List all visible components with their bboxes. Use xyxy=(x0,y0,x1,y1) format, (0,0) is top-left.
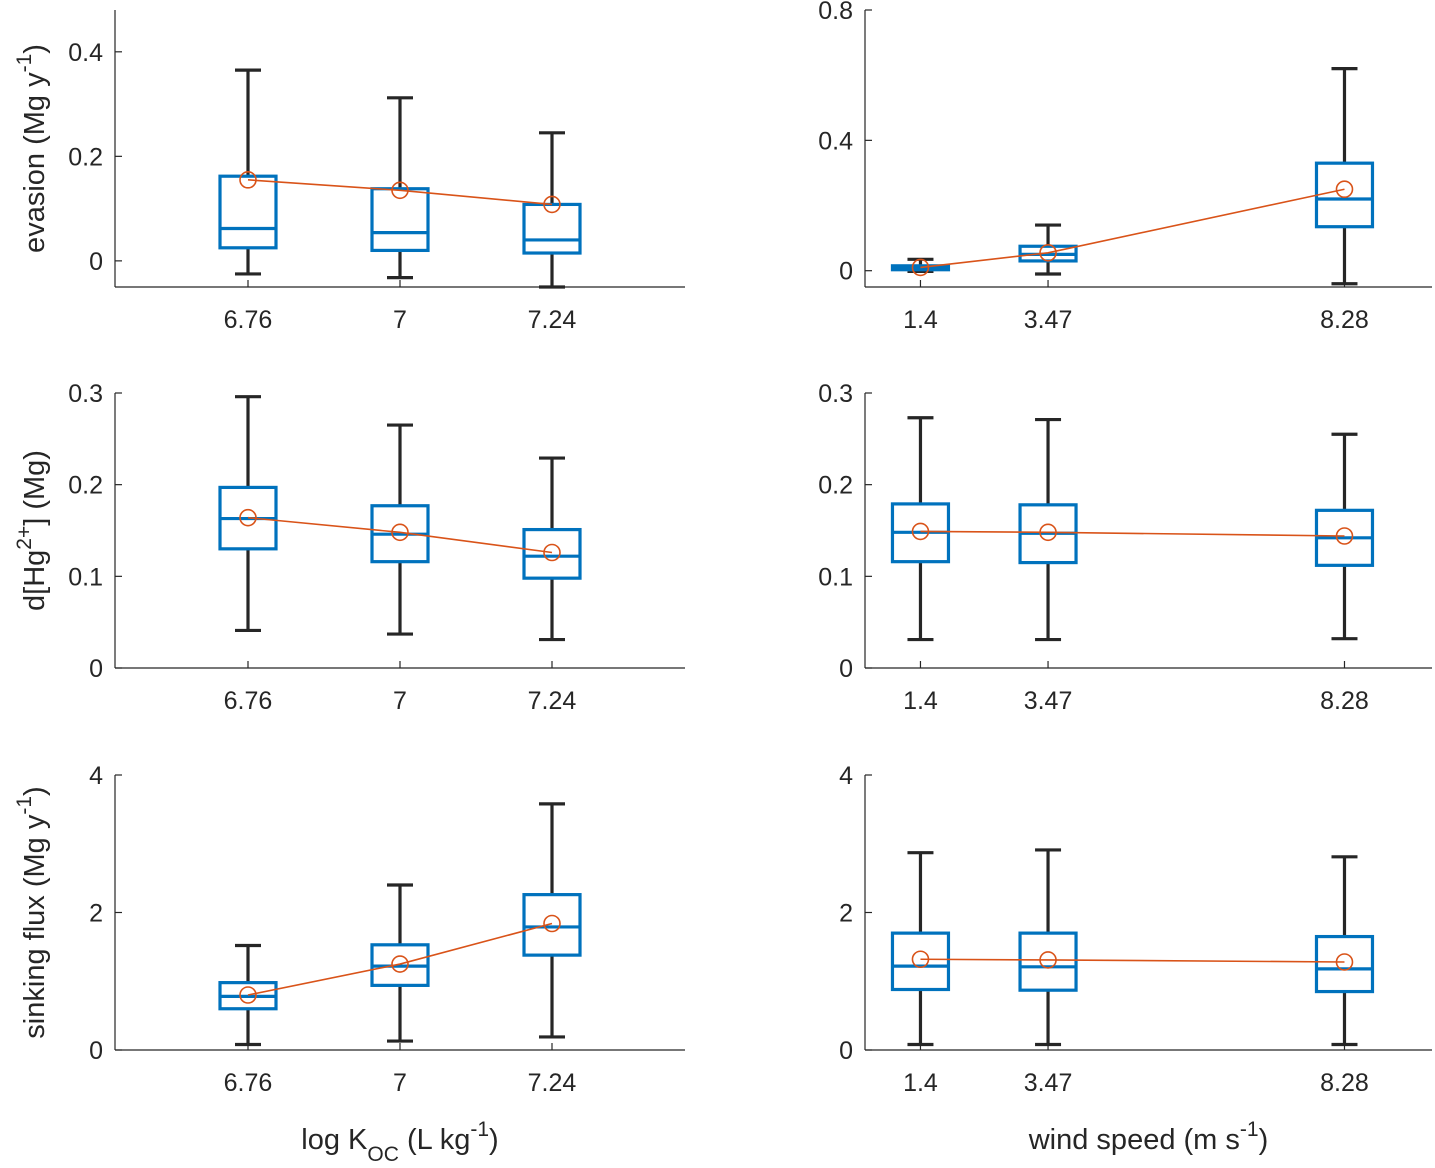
panel-evasion-koc: 0 0.2 0.4 6.76 7 7.24 evasion (Mg y-1) xyxy=(13,10,685,334)
iqr-box xyxy=(522,893,582,957)
box-7.24 xyxy=(522,456,582,642)
mean-line xyxy=(247,179,553,206)
mean-marker xyxy=(911,950,930,969)
box-7 xyxy=(370,96,430,280)
mean-marker xyxy=(391,523,409,542)
x-tick-label: 7 xyxy=(393,306,407,334)
y-tick-label: 0.2 xyxy=(818,472,853,500)
y-tick-label: 0.4 xyxy=(818,127,853,155)
x-axis-label: log KOC (L kg-1) xyxy=(301,1118,498,1166)
iqr-box xyxy=(1018,931,1078,992)
x-tick-label: 6.76 xyxy=(224,306,273,334)
mean-line xyxy=(247,922,553,996)
x-tick-label: 3.47 xyxy=(1024,1069,1073,1097)
x-tick-label: 3.47 xyxy=(1024,687,1073,715)
mean-marker xyxy=(543,195,561,214)
y-tick-label: 0.1 xyxy=(818,563,853,591)
mean-line xyxy=(920,188,1345,269)
y-tick-label: 4 xyxy=(89,762,103,790)
panel-dhg-wind: 0 0.1 0.2 0.3 1.4 3.47 8.28 xyxy=(818,380,1432,715)
y-tick-label: 2 xyxy=(839,900,853,928)
x-tick-label: 7 xyxy=(393,687,407,715)
x-tick-label: 3.47 xyxy=(1024,306,1073,334)
x-tick-label: 8.28 xyxy=(1320,306,1369,334)
y-tick-label: 0 xyxy=(839,655,853,683)
x-tick-label: 7.24 xyxy=(528,1069,577,1097)
x-axis-label: wind speed (m s-1) xyxy=(1028,1118,1269,1156)
box-3.47 xyxy=(1018,417,1078,642)
x-tick-label: 7.24 xyxy=(528,306,577,334)
box-1.4 xyxy=(890,416,951,642)
box-8.28 xyxy=(1314,432,1375,641)
y-axis-label: evasion (Mg y-1) xyxy=(13,44,51,253)
x-tick-label: 6.76 xyxy=(224,687,273,715)
y-tick-label: 0 xyxy=(89,248,103,276)
iqr-box xyxy=(1314,161,1375,229)
box-1.4 xyxy=(890,851,951,1047)
mean-marker xyxy=(1039,243,1057,262)
y-axis-label: sinking flux (Mg y-1) xyxy=(13,786,51,1038)
y-tick-label: 0.2 xyxy=(68,143,103,171)
x-tick-label: 1.4 xyxy=(903,1069,938,1097)
panel-sinking-koc: 0 2 4 6.76 7 7.24 sinking flux (Mg y-1) log KOC… xyxy=(13,762,685,1166)
mean-marker xyxy=(543,914,561,933)
panel-sinking-wind: 0 2 4 1.4 3.47 8.28 wind speed (m s-1) xyxy=(839,762,1432,1156)
box-8.28 xyxy=(1314,67,1375,286)
y-tick-label: 0 xyxy=(89,655,103,683)
y-tick-label: 0.8 xyxy=(818,0,853,25)
y-tick-label: 0.1 xyxy=(68,563,103,591)
mean-marker xyxy=(911,258,930,277)
y-tick-label: 0.3 xyxy=(68,380,103,408)
x-tick-label: 1.4 xyxy=(903,306,938,334)
y-tick-label: 0.3 xyxy=(818,380,853,408)
box-3.47 xyxy=(1018,848,1078,1047)
y-tick-label: 4 xyxy=(839,762,853,790)
y-tick-label: 0.2 xyxy=(68,472,103,500)
iqr-box xyxy=(522,527,582,580)
box-3.47 xyxy=(1018,223,1078,276)
mean-line xyxy=(920,530,1345,537)
iqr-box xyxy=(890,931,951,992)
mean-line xyxy=(920,958,1345,963)
box-6.76 xyxy=(218,68,278,276)
x-tick-label: 8.28 xyxy=(1320,1069,1369,1097)
box-6.76 xyxy=(218,395,278,633)
iqr-box xyxy=(1314,934,1375,994)
mean-marker xyxy=(543,543,561,562)
y-tick-label: 2 xyxy=(89,900,103,928)
x-tick-label: 7 xyxy=(393,1069,407,1097)
mean-marker xyxy=(1335,180,1354,199)
x-tick-label: 1.4 xyxy=(903,687,938,715)
panel-evasion-wind: 0 0.4 0.8 1.4 3.47 8.28 xyxy=(818,0,1432,334)
mean-marker xyxy=(391,955,409,973)
box-7 xyxy=(370,883,430,1043)
mean-marker xyxy=(1039,951,1057,969)
y-tick-label: 0 xyxy=(839,1037,853,1065)
mean-marker xyxy=(391,181,409,200)
box-7 xyxy=(370,423,430,636)
mean-marker xyxy=(1039,523,1057,542)
x-tick-label: 8.28 xyxy=(1320,687,1369,715)
box-6.76 xyxy=(218,943,278,1047)
iqr-box xyxy=(218,174,278,250)
mean-marker xyxy=(239,986,257,1004)
box-7.24 xyxy=(522,131,582,289)
y-tick-label: 0 xyxy=(839,258,853,286)
y-axis-label: d[Hg2+] (Mg) xyxy=(13,450,51,611)
mean-marker xyxy=(239,508,257,527)
mean-line xyxy=(247,516,553,554)
mean-marker xyxy=(1335,953,1354,971)
box-8.28 xyxy=(1314,855,1375,1047)
y-tick-label: 0.4 xyxy=(68,39,103,67)
panel-dhg-koc: 0 0.1 0.2 0.3 6.76 7 7.24 d[Hg2+] (Mg) xyxy=(13,380,685,715)
y-tick-label: 0 xyxy=(89,1037,103,1065)
mean-marker xyxy=(911,522,930,541)
iqr-box xyxy=(370,187,430,253)
x-tick-label: 7.24 xyxy=(528,687,577,715)
mean-marker xyxy=(1335,527,1354,545)
box-7.24 xyxy=(522,802,582,1039)
mean-marker xyxy=(239,171,257,189)
x-tick-label: 6.76 xyxy=(224,1069,273,1097)
